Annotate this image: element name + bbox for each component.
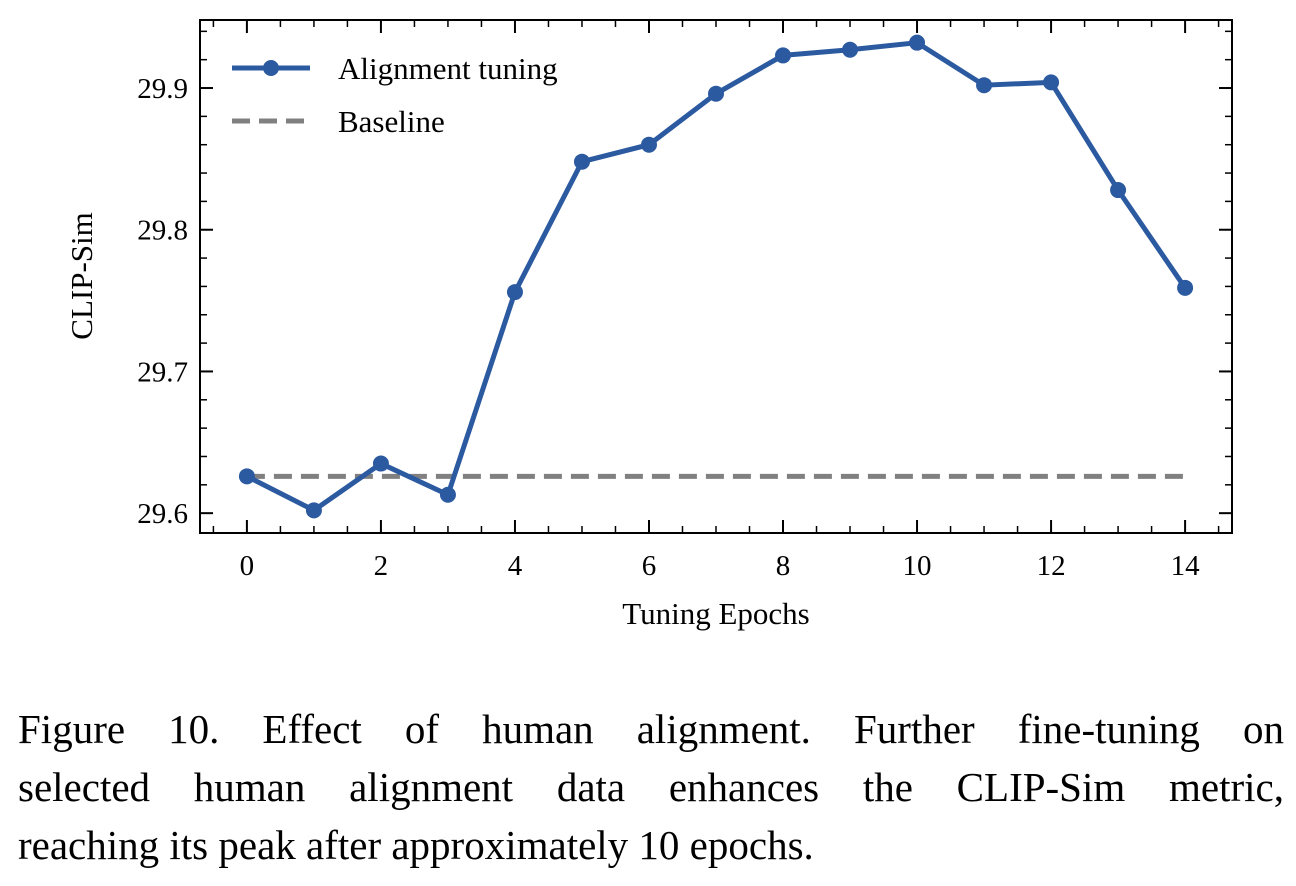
alignment-tuning-point — [305, 502, 322, 519]
x-tick-label: 4 — [508, 550, 523, 582]
alignment-tuning-point — [708, 85, 724, 102]
alignment-tuning-point — [909, 34, 926, 51]
alignment-tuning-point — [439, 486, 456, 503]
figure-caption: Figure 10. Effect of human alignment. Fu… — [18, 700, 1284, 874]
x-tick-label: 10 — [903, 550, 932, 582]
y-tick-label: 29.9 — [137, 73, 188, 105]
x-tick-label: 12 — [1037, 550, 1066, 582]
plot-frame — [199, 19, 1233, 534]
alignment-tuning-point — [372, 455, 389, 472]
legend-marker-alignment-tuning — [263, 60, 279, 76]
caption-line-2: selected human alignment data enhances t… — [18, 764, 1284, 810]
x-tick-label: 8 — [776, 550, 791, 582]
x-tick-label: 14 — [1171, 550, 1201, 582]
y-axis-label: CLIP-Sim — [64, 212, 99, 339]
alignment-tuning-point — [640, 136, 657, 153]
minor-ticks — [200, 20, 1232, 533]
x-tick-label: 0 — [240, 550, 255, 582]
series-layer — [238, 34, 1194, 519]
y-tick-label: 29.6 — [137, 498, 188, 530]
alignment-tuning-point — [238, 468, 255, 485]
alignment-tuning-point — [1110, 182, 1127, 199]
x-tick-label: 2 — [374, 550, 389, 582]
legend-label-alignment-tuning: Alignment tuning — [338, 51, 558, 86]
alignment-tuning-point — [1177, 279, 1194, 296]
alignment-tuning-point — [1043, 74, 1060, 91]
tick-labels: 0 2 4 6 8 10 12 14 29.6 29.7 29.8 29.9 — [137, 73, 1200, 582]
legend: Alignment tuning Baseline — [232, 51, 558, 139]
x-tick-label: 6 — [642, 550, 657, 582]
alignment-tuning-point — [775, 47, 792, 64]
caption-line-3: reaching its peak after approximately 10… — [18, 822, 814, 868]
alignment-tuning-point — [506, 284, 523, 301]
y-tick-label: 29.7 — [137, 356, 188, 388]
major-ticks — [200, 20, 1232, 533]
legend-label-baseline: Baseline — [338, 104, 445, 139]
y-tick-label: 29.8 — [137, 215, 188, 247]
alignment-tuning-point — [976, 77, 993, 94]
alignment-tuning-point — [573, 153, 590, 170]
x-axis-label: Tuning Epochs — [622, 596, 809, 631]
line-chart: 0 2 4 6 8 10 12 14 29.6 29.7 29.8 29.9 Alignment tu… — [64, 19, 1233, 631]
alignment-tuning-point — [842, 41, 859, 58]
caption-line-1: Figure 10. Effect of human alignment. Fu… — [18, 706, 1284, 752]
